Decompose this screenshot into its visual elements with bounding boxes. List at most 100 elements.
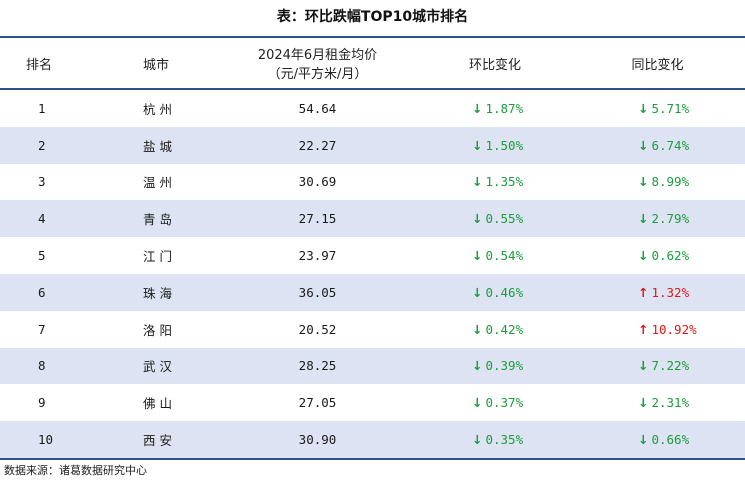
cell-yoy-value: 8.99% <box>651 174 690 190</box>
cell-mom-value: 1.35% <box>485 174 524 190</box>
up-arrow-icon: ↑ <box>638 321 649 337</box>
down-arrow-icon: ↓ <box>638 100 649 116</box>
header-yoy: 同比变化 <box>570 36 745 90</box>
cell-yoy: ↓ 5.71% <box>570 89 745 127</box>
up-arrow-icon: ↑ <box>638 284 649 300</box>
down-arrow-icon: ↓ <box>472 395 483 411</box>
cell-yoy: ↓ 2.31% <box>570 384 745 421</box>
cell-city: 西安 <box>85 421 215 460</box>
cell-yoy: ↓ 8.99% <box>570 164 745 201</box>
cell-rank: 8 <box>0 347 85 385</box>
cell-mom-value: 1.87% <box>485 100 524 116</box>
cell-mom: ↓ 1.50% <box>420 126 570 164</box>
cell-city: 盐城 <box>85 126 215 164</box>
cell-mom: ↓ 0.42% <box>420 311 570 348</box>
table-row: 8 武汉 28.25 ↓ 0.39% ↓ 7.22% <box>0 347 745 385</box>
cell-rent: 27.15 <box>215 200 420 238</box>
down-arrow-icon: ↓ <box>638 432 649 448</box>
header-rank: 排名 <box>0 36 85 90</box>
cell-yoy: ↑ 10.92% <box>570 311 745 348</box>
cell-rank: 10 <box>0 421 85 460</box>
down-arrow-icon: ↓ <box>638 395 649 411</box>
cell-rent: 28.25 <box>215 347 420 385</box>
cell-rank: 7 <box>38 321 46 337</box>
down-arrow-icon: ↓ <box>638 174 649 190</box>
cell-city: 江门 <box>143 249 177 265</box>
cell-mom-value: 0.37% <box>485 395 524 411</box>
table-row: 9 佛山 27.05 ↓ 0.37% ↓ 2.31% <box>0 384 745 421</box>
table-title: 表：环比跌幅TOP10城市排名 <box>276 9 469 25</box>
cell-yoy: ↑ 1.32% <box>570 273 745 311</box>
table-row: 5 江门 23.97 ↓ 0.54% ↓ 0.62% <box>0 237 745 274</box>
cell-city: 武汉 <box>85 347 215 385</box>
cell-yoy-value: 2.31% <box>651 395 690 411</box>
cell-rent: 23.97 <box>298 248 337 264</box>
down-arrow-icon: ↓ <box>638 248 649 264</box>
table-row: 10 西安 30.90 ↓ 0.35% ↓ 0.66% <box>0 421 745 460</box>
data-source-note: 数据来源：诸葛数据研究中心 <box>4 464 147 477</box>
cell-rent: 54.64 <box>298 100 337 116</box>
down-arrow-icon: ↓ <box>472 284 483 300</box>
cell-city: 温州 <box>143 175 177 191</box>
down-arrow-icon: ↓ <box>638 358 649 374</box>
cell-city: 青岛 <box>85 200 215 238</box>
cell-mom: ↓ 0.55% <box>420 200 570 238</box>
cell-mom-value: 0.42% <box>485 321 524 337</box>
table-row: 6 珠海 36.05 ↓ 0.46% ↑ 1.32% <box>0 273 745 311</box>
cell-yoy-value: 0.62% <box>651 248 690 264</box>
down-arrow-icon: ↓ <box>472 321 483 337</box>
cell-mom: ↓ 0.54% <box>420 237 570 274</box>
cell-rent: 36.05 <box>215 273 420 311</box>
cell-rent: 30.90 <box>215 421 420 460</box>
cell-yoy: ↓ 6.74% <box>570 126 745 164</box>
cell-mom: ↓ 1.35% <box>420 164 570 201</box>
table-body: 1 杭州 54.64 ↓ 1.87% ↓ 5.71% 2 盐城 22.27 ↓ 1.50% ↓ 6.74%… <box>0 89 745 460</box>
cell-rank: 2 <box>0 126 85 164</box>
cell-mom-value: 0.35% <box>485 432 524 448</box>
cell-rent: 20.52 <box>298 321 337 337</box>
cell-mom-value: 0.39% <box>485 358 524 374</box>
header-rent-line1: 2024年6月租金均价 <box>257 48 378 63</box>
cell-yoy: ↓ 0.62% <box>570 237 745 274</box>
down-arrow-icon: ↓ <box>638 211 649 227</box>
cell-mom: ↓ 0.35% <box>420 421 570 460</box>
cell-yoy-value: 10.92% <box>651 321 697 337</box>
down-arrow-icon: ↓ <box>638 137 649 153</box>
cell-city: 珠海 <box>85 273 215 311</box>
cell-yoy: ↓ 2.79% <box>570 200 745 238</box>
cell-mom-value: 0.55% <box>485 211 524 227</box>
city-rent-table: 排名 城市 2024年6月租金均价 （元/平方米/月） 环比变化 同比变化 1 杭… <box>0 36 745 460</box>
cell-yoy-value: 6.74% <box>651 137 690 153</box>
table-row: 1 杭州 54.64 ↓ 1.87% ↓ 5.71% <box>0 89 745 127</box>
cell-rank: 9 <box>38 395 46 411</box>
cell-yoy-value: 7.22% <box>651 358 690 374</box>
cell-rank: 1 <box>38 100 46 116</box>
table-header: 排名 城市 2024年6月租金均价 （元/平方米/月） 环比变化 同比变化 <box>0 36 745 90</box>
cell-rent: 30.69 <box>298 174 337 190</box>
down-arrow-icon: ↓ <box>472 137 483 153</box>
header-rent: 2024年6月租金均价 （元/平方米/月） <box>215 36 420 90</box>
cell-yoy-value: 0.66% <box>651 432 690 448</box>
cell-city: 佛山 <box>143 396 177 412</box>
cell-mom: ↓ 1.87% <box>420 89 570 127</box>
down-arrow-icon: ↓ <box>472 100 483 116</box>
table-row: 3 温州 30.69 ↓ 1.35% ↓ 8.99% <box>0 164 745 201</box>
cell-rank: 5 <box>38 248 46 264</box>
table-row: 7 洛阳 20.52 ↓ 0.42% ↑ 10.92% <box>0 311 745 348</box>
cell-mom-value: 0.54% <box>485 248 524 264</box>
cell-yoy: ↓ 0.66% <box>570 421 745 460</box>
cell-yoy: ↓ 7.22% <box>570 347 745 385</box>
cell-city: 洛阳 <box>143 322 177 338</box>
cell-rent: 22.27 <box>215 126 420 164</box>
cell-rank: 3 <box>38 174 46 190</box>
cell-rank: 4 <box>0 200 85 238</box>
cell-mom: ↓ 0.39% <box>420 347 570 385</box>
cell-mom-value: 1.50% <box>485 137 524 153</box>
down-arrow-icon: ↓ <box>472 432 483 448</box>
cell-rent: 27.05 <box>298 395 337 411</box>
cell-yoy-value: 1.32% <box>651 284 690 300</box>
down-arrow-icon: ↓ <box>472 358 483 374</box>
cell-mom: ↓ 0.37% <box>420 384 570 421</box>
table-row: 2 盐城 22.27 ↓ 1.50% ↓ 6.74% <box>0 126 745 164</box>
cell-rank: 6 <box>0 273 85 311</box>
